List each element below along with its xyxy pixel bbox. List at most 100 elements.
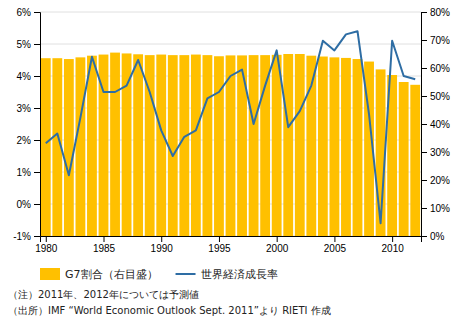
legend-item: G7割合（右目盛） [40,268,158,281]
tick-label: 30% [430,147,450,158]
bar [41,58,51,236]
bar [156,55,166,236]
bar [295,54,305,236]
tick: 0% [421,231,445,242]
bar [64,59,74,236]
y2-axis: 0% 10% 20% 30% 40% 50% 60% 70% 80% [421,7,450,242]
line [46,31,415,223]
tick-mark [34,108,40,109]
tick-mark [421,236,427,237]
bar [214,56,224,236]
bar [179,55,189,236]
bar [203,55,213,236]
tick: 40% [421,119,450,130]
bar [87,56,97,236]
tick: 50% [421,91,450,102]
tick: 1995 [208,236,231,254]
bar [76,57,86,236]
tick: 0% [17,199,40,210]
tick-label: 1990 [151,243,174,254]
tick-mark [34,204,40,205]
tick: 2% [17,135,40,146]
bar [399,82,409,236]
tick-label: 0% [430,231,445,242]
axis-line [422,13,428,237]
tick-label: 2005 [324,243,347,254]
tick-label: 3% [17,103,32,114]
marks [41,31,420,236]
tick-mark [421,208,427,209]
tick-mark [104,236,105,242]
tick: 2005 [324,236,347,254]
bar [260,55,270,236]
tick-mark [34,236,40,237]
tick: 1985 [93,236,116,254]
tick-label: 2% [17,135,32,146]
tick-mark [421,96,427,97]
legend-label: G7割合（右目盛） [65,268,158,281]
bar [283,54,293,236]
bar [410,85,420,236]
bar [272,55,282,236]
tick-label: 2000 [266,243,289,254]
bar [353,59,363,236]
legend-swatch [40,268,60,280]
plot: 1980 1985 1990 1995 2000 2005 2010 -1% 0% 1% 2% 3% 4… [13,7,450,254]
axis-line [41,237,422,243]
tick: 6% [17,7,40,18]
tick: 1% [17,167,40,178]
tick: 10% [421,203,450,214]
tick-mark [334,236,335,242]
bar [341,58,351,236]
tick-label: 1980 [35,243,58,254]
grid-line [40,12,421,13]
legend-item: 世界経済成長率 [176,268,278,281]
tick-mark [161,236,162,242]
tick-label: 6% [17,7,32,18]
tick-mark [46,236,47,242]
tick-mark [421,68,427,69]
tick-label: 60% [430,63,450,74]
tick-label: 0% [17,199,32,210]
tick: 4% [17,71,40,82]
bar [249,55,259,236]
tick-mark [421,124,427,125]
bar [191,55,201,236]
tick: 2010 [382,236,405,254]
legend-label: 世界経済成長率 [201,268,278,281]
tick: 80% [421,7,450,18]
tick-mark [34,76,40,77]
bar [330,57,340,236]
tick-label: 40% [430,119,450,130]
tick-label: 70% [430,35,450,46]
tick-mark [219,236,220,242]
tick: 60% [421,63,450,74]
legend-swatch [176,273,196,275]
tick-label: 2010 [382,243,405,254]
tick-label: 1995 [208,243,231,254]
tick-mark [34,172,40,173]
tick-label: 20% [430,175,450,186]
y-axis: -1% 0% 1% 2% 3% 4% 5% 6% [13,7,40,242]
bar [226,55,236,236]
tick: 30% [421,147,450,158]
tick: 2000 [266,236,289,254]
bar [122,53,132,236]
x-axis: 1980 1985 1990 1995 2000 2005 2010 [35,236,421,254]
tick-label: -1% [13,231,31,242]
tick-mark [34,44,40,45]
tick: -1% [13,231,40,242]
bar [133,54,143,236]
tick-label: 1% [17,167,32,178]
tick-label: 5% [17,39,32,50]
bar [168,55,178,236]
grid [40,12,421,236]
tick-label: 4% [17,71,32,82]
tick-mark [421,180,427,181]
tick-label: 1985 [93,243,116,254]
legend: G7割合（右目盛） 世界経済成長率 [40,268,278,281]
tick-mark [421,40,427,41]
tick-mark [421,12,427,13]
bar [110,53,120,236]
grid-line [40,44,421,45]
